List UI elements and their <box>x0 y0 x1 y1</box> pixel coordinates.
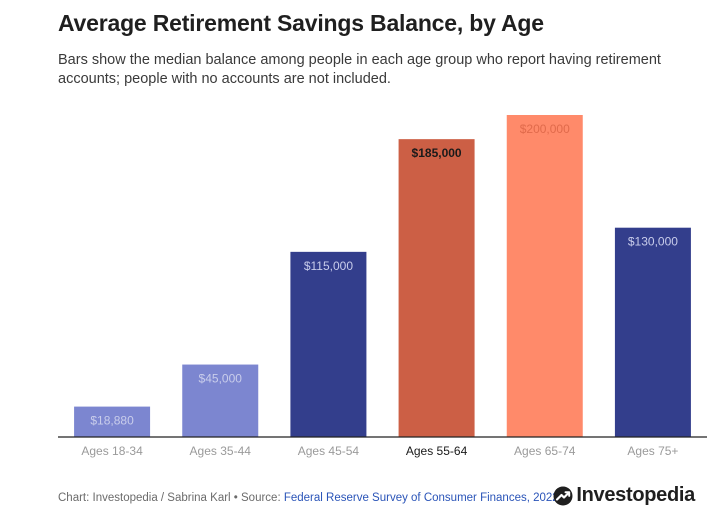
x-tick-label: Ages 55-64 <box>406 444 468 458</box>
bar <box>398 139 475 437</box>
x-tick-label: Ages 75+ <box>627 444 678 458</box>
bar <box>182 364 259 437</box>
investopedia-mark-icon <box>553 486 573 505</box>
investopedia-logo: Investopedia <box>553 484 695 507</box>
footer-credit: Chart: Investopedia / Sabrina Karl • Sou… <box>58 492 284 504</box>
bar-value-label: $130,000 <box>628 235 678 249</box>
bar-value-label: $45,000 <box>199 372 243 386</box>
source-link[interactable]: Federal Reserve Survey of Consumer Finan… <box>283 492 562 504</box>
x-tick-label: Ages 45-54 <box>298 444 360 458</box>
x-tick-label: Ages 18-34 <box>81 444 143 458</box>
bar <box>290 251 367 437</box>
logo-text: Investopedia <box>576 484 695 506</box>
bar-value-label: $115,000 <box>304 259 353 273</box>
bar-value-label: $185,000 <box>412 146 462 160</box>
chart-title: Average Retirement Savings Balance, by A… <box>58 10 544 36</box>
x-tick-label: Ages 65-74 <box>514 444 576 458</box>
bar <box>506 115 583 437</box>
bar <box>614 227 691 437</box>
chart-subtitle: Bars show the median balance among peopl… <box>58 52 661 87</box>
x-tick-label: Ages 35-44 <box>190 444 252 458</box>
bar-value-label: $18,880 <box>90 414 134 428</box>
bar <box>74 406 151 437</box>
chart-footer: Chart: Investopedia / Sabrina Karl • Sou… <box>58 492 562 504</box>
bar-value-label: $200,000 <box>520 122 570 136</box>
